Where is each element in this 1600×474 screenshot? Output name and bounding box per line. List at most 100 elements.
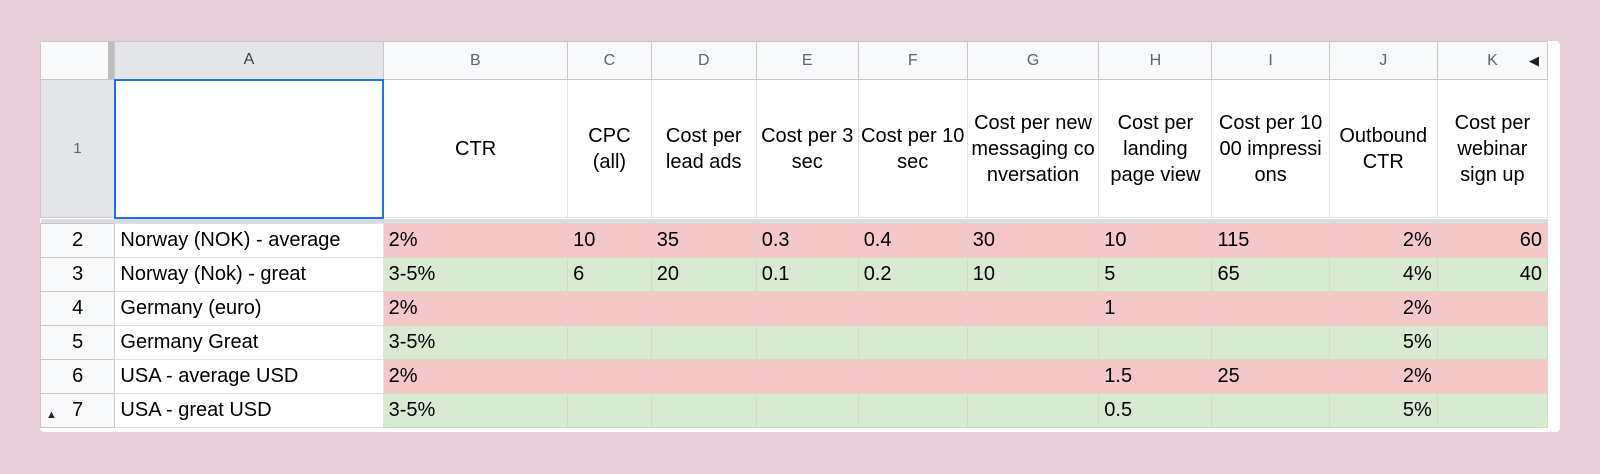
freeze-bar[interactable] <box>108 42 114 79</box>
cell-d2[interactable]: 35 <box>650 223 757 258</box>
cell-d3[interactable]: 20 <box>650 257 757 292</box>
column-header-j[interactable]: J <box>1328 41 1438 80</box>
cell-i4[interactable] <box>1211 291 1330 326</box>
cell-b4[interactable]: 2% <box>382 291 569 326</box>
cell-k5[interactable] <box>1436 325 1549 360</box>
cell-i2[interactable]: 115 <box>1211 223 1330 258</box>
cell-b3[interactable]: 3-5% <box>382 257 569 292</box>
cell-a1[interactable] <box>113 78 385 219</box>
cell-j1[interactable]: Outbound CTR <box>1328 79 1438 218</box>
cell-g1[interactable]: Cost per new messaging conversation <box>966 79 1100 218</box>
cell-a6[interactable]: USA - average USD <box>114 359 384 394</box>
cell-d7[interactable] <box>650 393 757 428</box>
cell-d5[interactable] <box>650 325 757 360</box>
cell-e5[interactable] <box>755 325 859 360</box>
column-header-i[interactable]: I <box>1211 41 1330 80</box>
cell-i6[interactable]: 25 <box>1211 359 1330 394</box>
cell-g7[interactable] <box>966 393 1100 428</box>
cell-c2[interactable]: 10 <box>567 223 652 258</box>
row-header-4[interactable]: 4 <box>40 291 116 326</box>
cell-e2[interactable]: 0.3 <box>755 223 859 258</box>
cell-k2[interactable]: 60 <box>1436 223 1549 258</box>
cell-h7[interactable]: 0.5 <box>1098 393 1213 428</box>
cell-k3[interactable]: 40 <box>1436 257 1549 292</box>
cell-i7[interactable] <box>1211 393 1330 428</box>
column-header-k[interactable]: K ◀ <box>1436 41 1549 80</box>
row-header-3[interactable]: 3 <box>40 257 116 292</box>
cell-j6[interactable]: 2% <box>1328 359 1438 394</box>
row-header-7[interactable]: ▲ 7 <box>40 393 116 428</box>
cell-f1[interactable]: Cost per 10 sec <box>857 79 968 218</box>
column-header-c[interactable]: C <box>567 41 652 80</box>
cell-d4[interactable] <box>650 291 757 326</box>
column-header-d[interactable]: D <box>650 41 757 80</box>
cell-k1[interactable]: Cost per webinar sign up <box>1436 79 1549 218</box>
cell-g6[interactable] <box>966 359 1100 394</box>
cell-a2[interactable]: Norway (NOK) - average <box>114 223 384 258</box>
cell-e4[interactable] <box>755 291 859 326</box>
cell-b6[interactable]: 2% <box>382 359 569 394</box>
cell-j7[interactable]: 5% <box>1328 393 1438 428</box>
cell-c7[interactable] <box>567 393 652 428</box>
cell-e7[interactable] <box>755 393 859 428</box>
cell-f2[interactable]: 0.4 <box>857 223 968 258</box>
select-all-corner[interactable] <box>40 41 116 80</box>
cell-g4[interactable] <box>966 291 1100 326</box>
cell-a5[interactable]: Germany Great <box>114 325 384 360</box>
cell-f6[interactable] <box>857 359 968 394</box>
cell-h4[interactable]: 1 <box>1098 291 1213 326</box>
cell-c1[interactable]: CPC (all) <box>567 79 652 218</box>
column-header-a[interactable]: A <box>114 41 384 80</box>
cell-j3[interactable]: 4% <box>1328 257 1438 292</box>
cell-d6[interactable] <box>650 359 757 394</box>
cell-f3[interactable]: 0.2 <box>857 257 968 292</box>
cell-k4[interactable] <box>1436 291 1549 326</box>
cell-d1[interactable]: Cost per lead ads <box>650 79 757 218</box>
cell-a4[interactable]: Germany (euro) <box>114 291 384 326</box>
cell-b1[interactable]: CTR <box>382 79 569 218</box>
cell-e3[interactable]: 0.1 <box>755 257 859 292</box>
column-header-e[interactable]: E <box>755 41 859 80</box>
cell-h1[interactable]: Cost per landing page view <box>1098 79 1213 218</box>
cell-c4[interactable] <box>567 291 652 326</box>
cell-a7[interactable]: USA - great USD <box>114 393 384 428</box>
cell-f5[interactable] <box>857 325 968 360</box>
row-header-2[interactable]: 2 <box>40 223 116 258</box>
cell-g3[interactable]: 10 <box>966 257 1100 292</box>
column-header-b[interactable]: B <box>382 41 569 80</box>
cell-c5[interactable] <box>567 325 652 360</box>
cell-b5[interactable]: 3-5% <box>382 325 569 360</box>
cell-i5[interactable] <box>1211 325 1330 360</box>
column-header-g[interactable]: G <box>966 41 1100 80</box>
cell-c6[interactable] <box>567 359 652 394</box>
row-header-1[interactable]: 1 <box>40 79 116 218</box>
cell-g5[interactable] <box>966 325 1100 360</box>
column-header-h[interactable]: H <box>1098 41 1213 80</box>
cell-e6[interactable] <box>755 359 859 394</box>
cell-h5[interactable] <box>1098 325 1213 360</box>
cell-f4[interactable] <box>857 291 968 326</box>
cell-k6[interactable] <box>1436 359 1549 394</box>
cell-a3[interactable]: Norway (Nok) - great <box>114 257 384 292</box>
cell-h2[interactable]: 10 <box>1098 223 1213 258</box>
cell-j5[interactable]: 5% <box>1328 325 1438 360</box>
cell-j2[interactable]: 2% <box>1328 223 1438 258</box>
cell-c3[interactable]: 6 <box>567 257 652 292</box>
frozen-row-divider[interactable] <box>40 217 1548 224</box>
cell-e1[interactable]: Cost per 3 sec <box>755 79 859 218</box>
cell-f7[interactable] <box>857 393 968 428</box>
triangle-left-icon[interactable]: ◀ <box>1529 53 1539 68</box>
cell-b7[interactable]: 3-5% <box>382 393 569 428</box>
cell-h3[interactable]: 5 <box>1098 257 1213 292</box>
row-header-6[interactable]: 6 <box>40 359 116 394</box>
cell-k7[interactable] <box>1436 393 1549 428</box>
column-header-f[interactable]: F <box>857 41 968 80</box>
triangle-up-icon[interactable]: ▲ <box>46 409 57 421</box>
cell-g2[interactable]: 30 <box>966 223 1100 258</box>
cell-i1[interactable]: Cost per 1000 impressions <box>1211 79 1330 218</box>
cell-j4[interactable]: 2% <box>1328 291 1438 326</box>
cell-i3[interactable]: 65 <box>1211 257 1330 292</box>
row-header-5[interactable]: 5 <box>40 325 116 360</box>
cell-b2[interactable]: 2% <box>382 223 569 258</box>
cell-h6[interactable]: 1.5 <box>1098 359 1213 394</box>
